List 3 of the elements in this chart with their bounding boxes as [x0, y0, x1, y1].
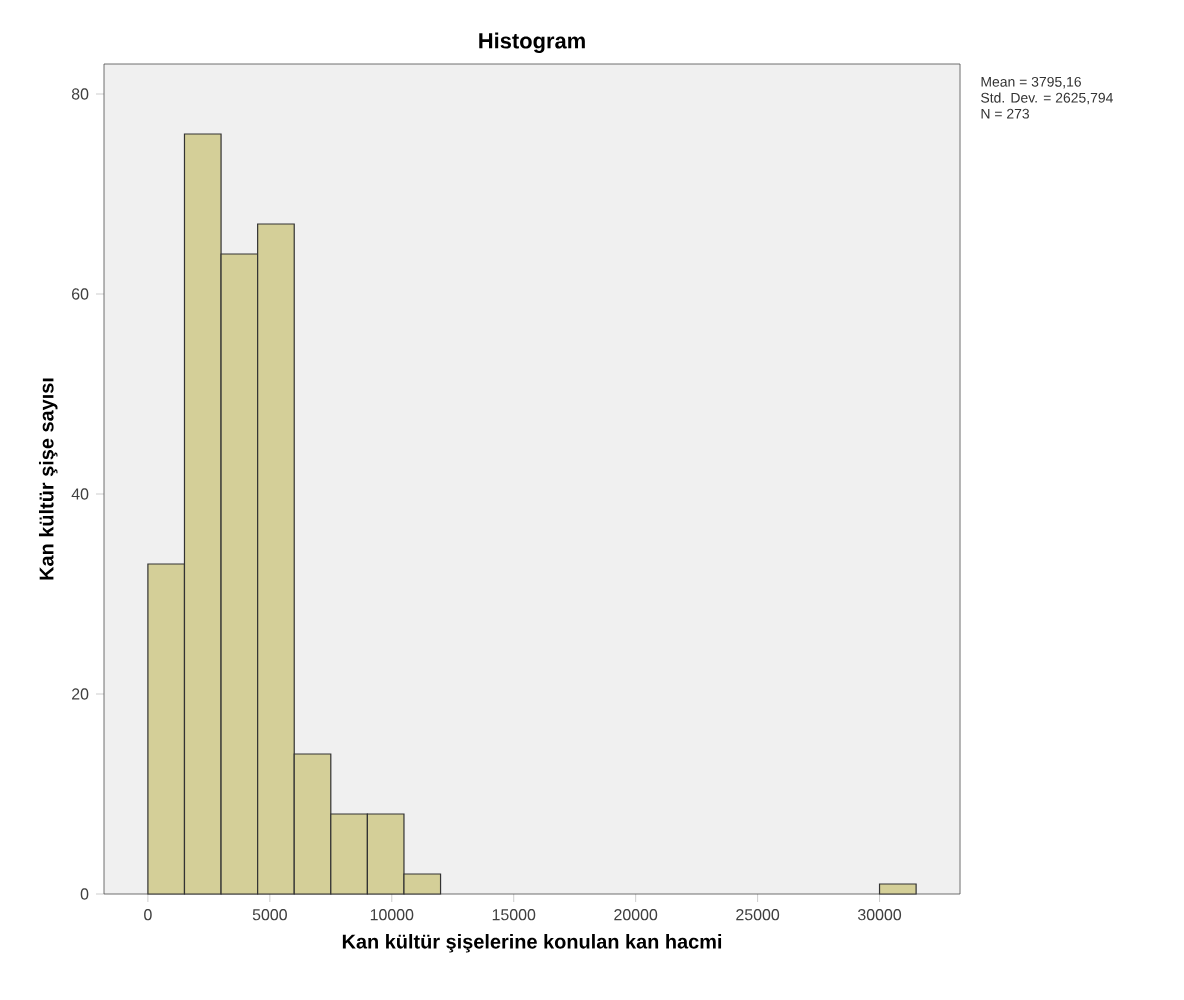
- chart-title: Histogram: [479, 32, 585, 54]
- x-axis-title: Kan kültür şişelerine konulan kan hacmi: [342, 934, 722, 953]
- y-axis-title: Kan kültür şişe sayısı: [38, 378, 58, 580]
